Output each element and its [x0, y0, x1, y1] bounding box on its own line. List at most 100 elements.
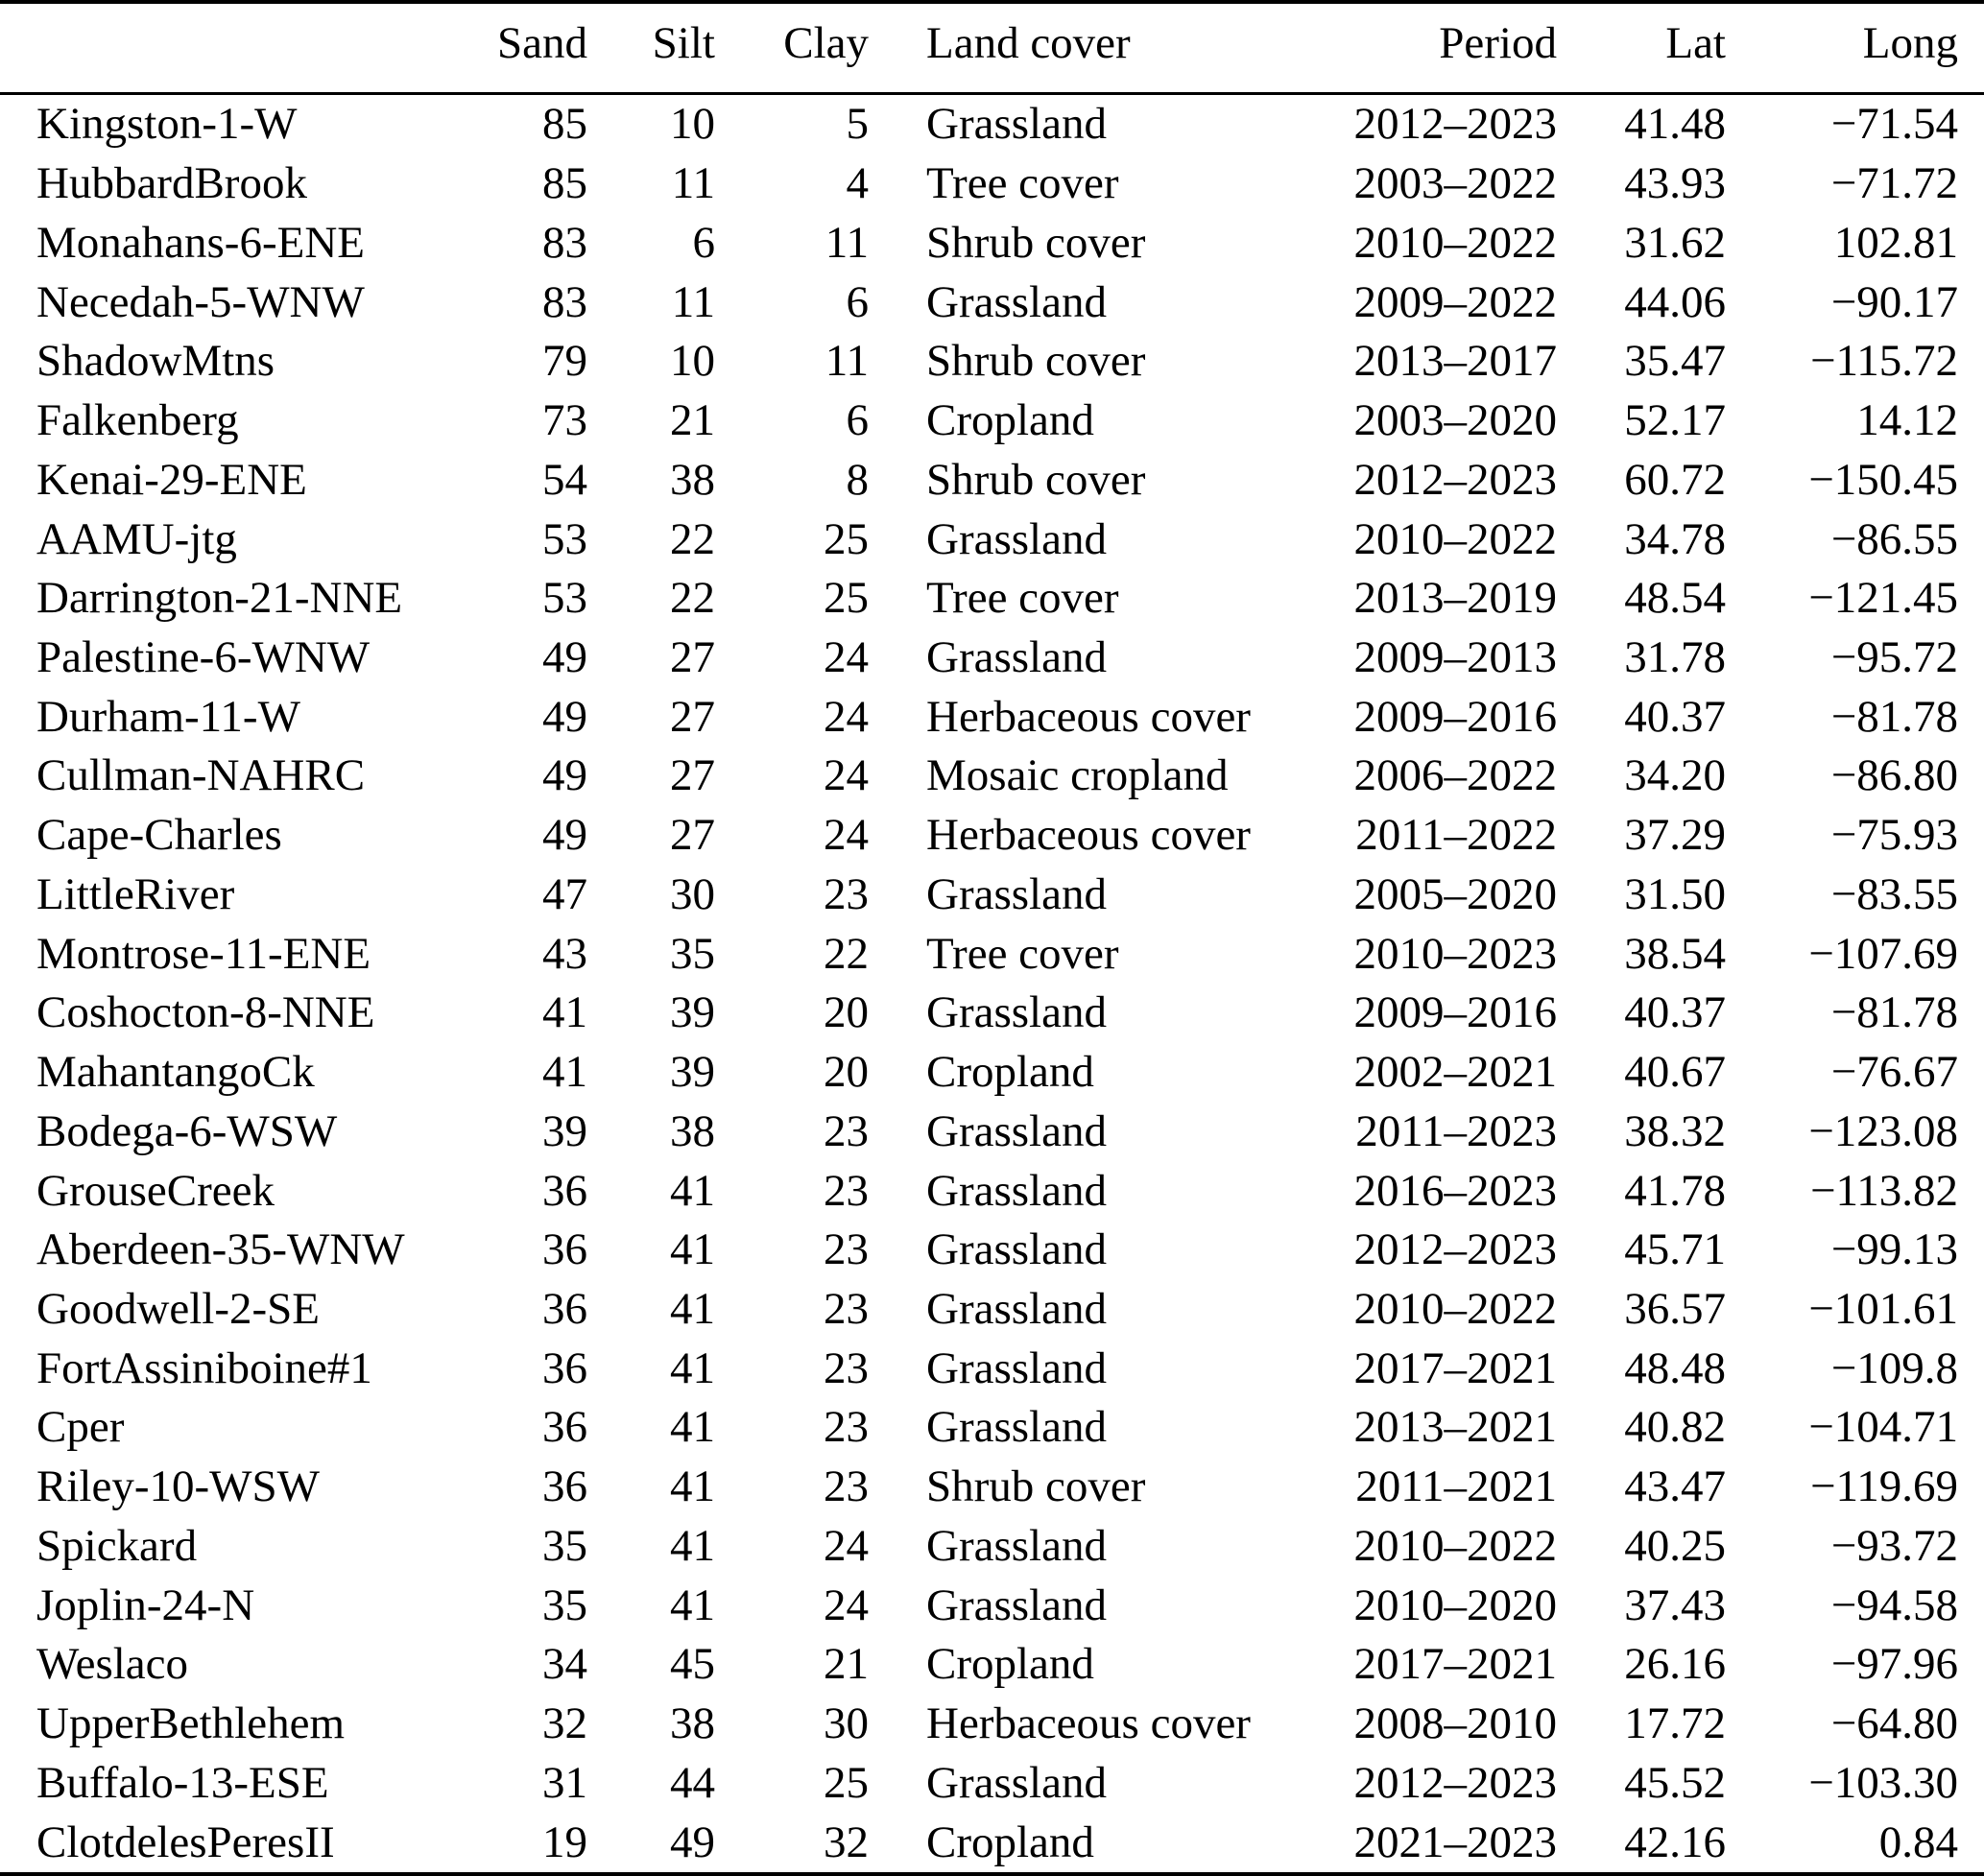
cell-lat: 17.72: [1624, 1698, 1726, 1748]
cell-land-cover: Grassland: [926, 1757, 1107, 1808]
cell-clay: 24: [824, 810, 869, 861]
cell-period: 2013–2021: [1353, 1402, 1558, 1453]
cell-clay: 25: [824, 1757, 869, 1808]
cell-long: −81.78: [1830, 691, 1958, 742]
cell-clay: 6: [846, 395, 870, 446]
cell-silt: 27: [670, 691, 715, 742]
cell-long: −75.93: [1830, 810, 1958, 861]
cell-name: ClotdelesPeresII: [36, 1817, 335, 1867]
cell-lat: 37.29: [1624, 810, 1726, 861]
cell-lat: 40.67: [1624, 1047, 1726, 1098]
cell-long: −81.78: [1830, 987, 1958, 1038]
cell-land-cover: Grassland: [926, 1165, 1107, 1216]
cell-sand: 36: [542, 1283, 587, 1334]
cell-lat: 52.17: [1624, 395, 1726, 446]
cell-clay: 23: [824, 1461, 869, 1512]
cell-long: −83.55: [1830, 868, 1958, 919]
cell-clay: 4: [846, 158, 870, 209]
cell-long: −94.58: [1830, 1579, 1958, 1630]
cell-clay: 24: [824, 691, 869, 742]
cell-name: Weslaco: [36, 1639, 189, 1690]
table-row: GrouseCreek 36 41 23 Grassland 2016–2023 41.78…: [0, 1161, 1984, 1221]
cell-period: 2017–2021: [1353, 1342, 1558, 1393]
cell-clay: 24: [824, 632, 869, 683]
cell-long: −86.55: [1830, 513, 1958, 564]
table-row: Cullman-NAHRC 49 27 24 Mosaic cropland 2006–2…: [0, 747, 1984, 806]
table-row: Kenai-29-ENE 54 38 8 Shrub cover 2012–2023 60.…: [0, 450, 1984, 510]
cell-lat: 34.78: [1624, 513, 1726, 564]
cell-lat: 31.62: [1624, 218, 1726, 269]
cell-lat: 31.78: [1624, 632, 1726, 683]
cell-period: 2009–2022: [1353, 276, 1558, 327]
table-row: Bodega-6-WSW 39 38 23 Grassland 2011–2023 38.3…: [0, 1102, 1984, 1161]
cell-clay: 24: [824, 1579, 869, 1630]
table-row: UpperBethlehem 32 38 30 Herbaceous cover 2008…: [0, 1694, 1984, 1753]
cell-name: Bodega-6-WSW: [36, 1105, 338, 1156]
cell-land-cover: Grassland: [926, 1342, 1107, 1393]
cell-land-cover: Grassland: [926, 1520, 1107, 1571]
cell-silt: 35: [670, 928, 715, 979]
cell-lat: 43.47: [1624, 1461, 1726, 1512]
cell-silt: 41: [670, 1579, 715, 1630]
cell-period: 2010–2022: [1353, 218, 1558, 269]
cell-silt: 27: [670, 810, 715, 861]
cell-name: Spickard: [36, 1520, 198, 1571]
header-station: [0, 2, 355, 95]
cell-clay: 23: [824, 1105, 869, 1156]
header-period: Period: [1310, 2, 1557, 95]
table-header: Sand Silt Clay Land cover Period Lat Lon…: [0, 2, 1984, 95]
cell-sand: 53: [542, 573, 587, 624]
cell-silt: 41: [670, 1520, 715, 1571]
cell-long: −121.45: [1808, 573, 1958, 624]
table-row: Montrose-11-ENE 43 35 22 Tree cover 2010–2023…: [0, 924, 1984, 984]
cell-sand: 85: [542, 158, 587, 209]
cell-long: −109.8: [1830, 1342, 1958, 1393]
table-row: ShadowMtns 79 10 11 Shrub cover 2013–2017 35.4…: [0, 332, 1984, 392]
cell-period: 2012–2023: [1353, 454, 1558, 505]
cell-long: −119.69: [1809, 1461, 1958, 1512]
cell-land-cover: Shrub cover: [926, 218, 1146, 269]
cell-period: 2012–2023: [1353, 99, 1558, 150]
cell-silt: 41: [670, 1342, 715, 1393]
cell-period: 2008–2010: [1353, 1698, 1558, 1748]
table-row: Aberdeen-35-WNW 36 41 23 Grassland 2012–2023 4…: [0, 1220, 1984, 1279]
cell-long: −115.72: [1809, 336, 1958, 387]
cell-lat: 38.32: [1624, 1105, 1726, 1156]
cell-sand: 35: [542, 1579, 587, 1630]
cell-silt: 39: [670, 987, 715, 1038]
table-row: Durham-11-W 49 27 24 Herbaceous cover 2009–20…: [0, 687, 1984, 747]
cell-sand: 83: [542, 276, 587, 327]
cell-clay: 23: [824, 1165, 869, 1216]
cell-silt: 27: [670, 750, 715, 801]
cell-name: Joplin-24-N: [36, 1579, 255, 1630]
cell-period: 2016–2023: [1353, 1165, 1558, 1216]
cell-sand: 36: [542, 1165, 587, 1216]
table-row: HubbardBrook 85 11 4 Tree cover 2003–2022 43.9…: [0, 154, 1984, 213]
cell-sand: 31: [542, 1757, 587, 1808]
cell-lat: 45.71: [1624, 1224, 1726, 1275]
cell-period: 2009–2016: [1353, 987, 1558, 1038]
cell-lat: 45.52: [1624, 1757, 1726, 1808]
cell-lat: 42.16: [1624, 1817, 1726, 1867]
table-row: Weslaco 34 45 21 Cropland 2017–2021 26.16 −97.9…: [0, 1634, 1984, 1694]
cell-silt: 22: [670, 573, 715, 624]
cell-clay: 20: [824, 987, 869, 1038]
cell-silt: 22: [670, 513, 715, 564]
cell-land-cover: Cropland: [926, 1639, 1094, 1690]
cell-land-cover: Grassland: [926, 276, 1107, 327]
cell-period: 2011–2021: [1355, 1461, 1557, 1512]
table-row: Riley-10-WSW 36 41 23 Shrub cover 2011–2021 43…: [0, 1457, 1984, 1516]
cell-land-cover: Tree cover: [926, 573, 1119, 624]
table-body: Kingston-1-W 85 10 5 Grassland 2012–2023 41.48…: [0, 93, 1984, 1874]
cell-land-cover: Grassland: [926, 632, 1107, 683]
cell-sand: 85: [542, 99, 587, 150]
cell-name: Aberdeen-35-WNW: [36, 1224, 405, 1275]
cell-long: −150.45: [1808, 454, 1958, 505]
cell-sand: 49: [542, 691, 587, 742]
cell-lat: 41.48: [1624, 99, 1726, 150]
cell-long: 14.12: [1856, 395, 1958, 446]
table-row: Darrington-21-NNE 53 22 25 Tree cover 2013–20…: [0, 568, 1984, 628]
cell-period: 2003–2022: [1353, 158, 1558, 209]
cell-period: 2010–2023: [1353, 928, 1558, 979]
